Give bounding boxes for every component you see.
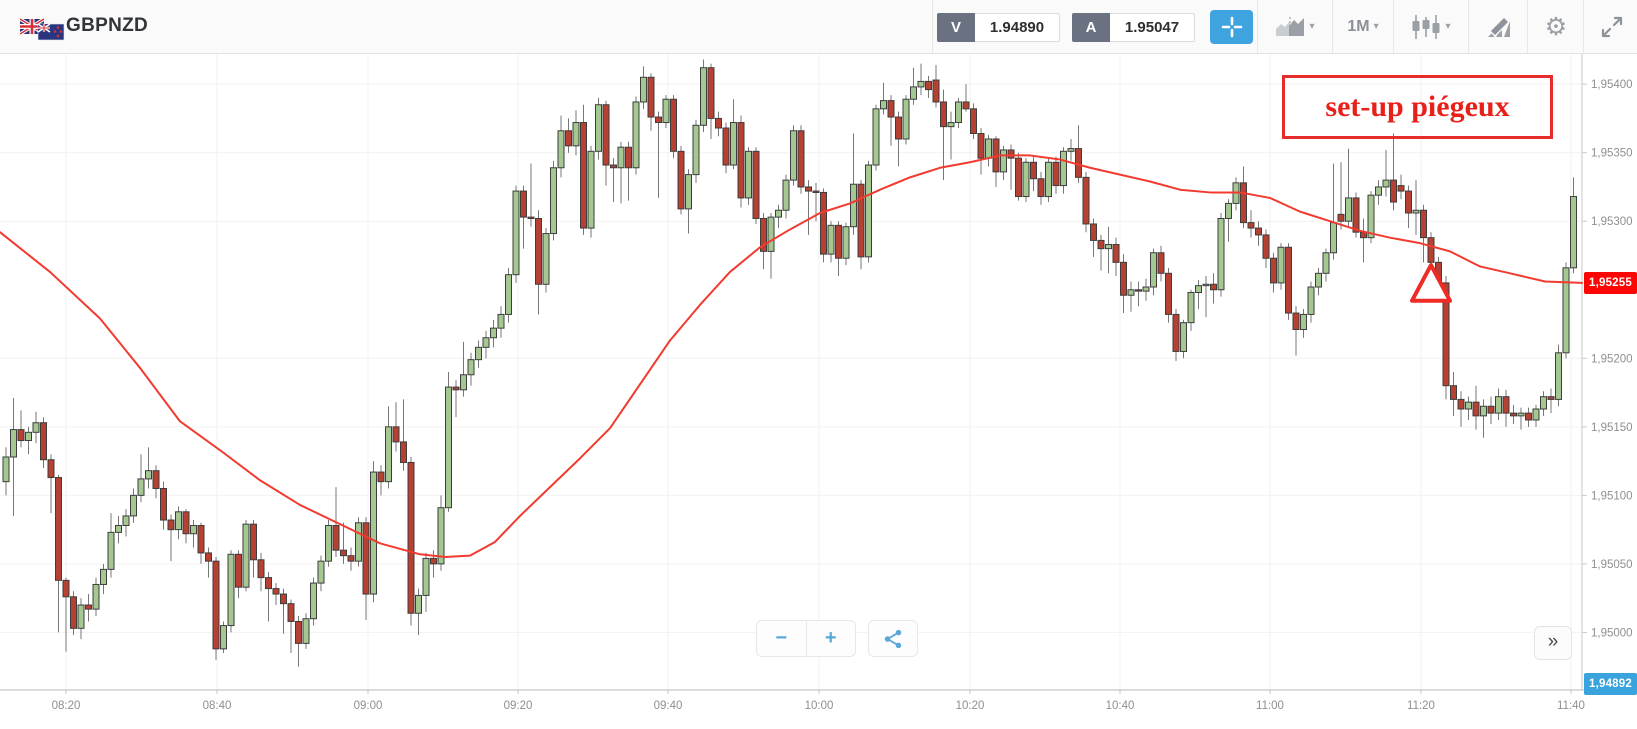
sell-button[interactable]: V (937, 13, 975, 42)
toolbar-divider (1527, 0, 1528, 53)
gear-icon: ⚙ (1544, 12, 1568, 41)
gbp-nzd-flag-pair-icon (20, 17, 65, 41)
toolbar-divider (1468, 0, 1469, 53)
svg-text:1,95300: 1,95300 (1591, 216, 1633, 228)
svg-text:1,95000: 1,95000 (1591, 627, 1633, 639)
svg-text:1,95400: 1,95400 (1591, 79, 1633, 91)
zoom-in-button[interactable]: + (824, 627, 837, 649)
svg-text:1,95050: 1,95050 (1591, 559, 1633, 571)
svg-text:11:00: 11:00 (1256, 700, 1284, 712)
triangle-up-marker (1410, 263, 1452, 303)
zoom-out-button[interactable]: − (757, 621, 807, 656)
chevron-down-icon: ▾ (1445, 21, 1451, 32)
chart-type-dropdown[interactable]: ▾ (1398, 0, 1464, 53)
buy-quote-group[interactable]: A 1.95047 (1072, 13, 1195, 42)
draw-marker-icon (1488, 15, 1510, 37)
expand-arrows-icon (1601, 16, 1623, 37)
svg-text:09:40: 09:40 (654, 700, 683, 712)
settings-button[interactable]: ⚙ (1531, 0, 1581, 53)
svg-text:1,95200: 1,95200 (1591, 353, 1633, 365)
zoom-controls: − + (756, 620, 856, 657)
buy-price-value: 1.95047 (1110, 13, 1195, 42)
compare-charts-icon (1276, 16, 1305, 37)
svg-text:1,95350: 1,95350 (1591, 148, 1633, 160)
svg-text:09:00: 09:00 (354, 700, 383, 712)
toolbar-divider (932, 0, 933, 53)
toolbar-divider (1332, 0, 1333, 53)
toolbar-divider (1583, 0, 1584, 53)
chevron-down-icon: ▾ (1309, 21, 1315, 32)
share-icon (884, 629, 902, 648)
timeframe-dropdown[interactable]: 1M ▾ (1337, 0, 1389, 53)
chart-header-bar: GBPNZD V 1.94890 A 1.95047 ▾ 1M (0, 0, 1637, 54)
svg-text:1,95100: 1,95100 (1591, 490, 1633, 502)
svg-text:10:40: 10:40 (1106, 700, 1135, 712)
nz-flag-icon (37, 23, 65, 41)
svg-text:1,95150: 1,95150 (1591, 422, 1633, 434)
annotation-text: set-up piégeux (1325, 90, 1510, 123)
svg-text:10:00: 10:00 (805, 700, 834, 712)
share-button[interactable] (868, 620, 918, 657)
chart-plot-area[interactable]: 1,95400 1,95350 1,95300 1,95200 1,95150 1,951… (0, 54, 1637, 729)
sell-price-value: 1.94890 (975, 13, 1060, 42)
svg-text:11:20: 11:20 (1407, 700, 1435, 712)
toolbar-divider (1257, 0, 1258, 53)
toolbar-divider (1393, 0, 1394, 53)
timeframe-label: 1M (1347, 17, 1370, 35)
ma-price-axis-tag: 1,95255 (1584, 271, 1637, 294)
chevron-down-icon: ▾ (1373, 21, 1379, 32)
svg-text:10:20: 10:20 (956, 700, 985, 712)
collapse-panel-button[interactable]: » (1534, 626, 1572, 660)
svg-text:11:40: 11:40 (1557, 700, 1585, 712)
drawing-tools-button[interactable] (1470, 0, 1526, 53)
crosshair-icon (1221, 16, 1242, 38)
buy-button[interactable]: A (1072, 13, 1110, 42)
svg-text:08:20: 08:20 (52, 700, 81, 712)
crosshair-tool-button[interactable] (1210, 10, 1253, 44)
candlestick-chart: 1,95400 1,95350 1,95300 1,95200 1,95150 1,951… (0, 54, 1637, 712)
last-price-axis-tag: 1,94892 (1584, 673, 1637, 695)
fullscreen-button[interactable] (1589, 0, 1635, 53)
symbol-title: GBPNZD (66, 15, 149, 36)
sell-quote-group[interactable]: V 1.94890 (937, 13, 1060, 42)
svg-text:08:40: 08:40 (203, 700, 232, 712)
svg-text:09:20: 09:20 (504, 700, 533, 712)
compare-charts-button[interactable]: ▾ (1262, 0, 1328, 53)
annotation-box: set-up piégeux (1282, 75, 1553, 139)
candlestick-chart-icon (1412, 14, 1440, 39)
